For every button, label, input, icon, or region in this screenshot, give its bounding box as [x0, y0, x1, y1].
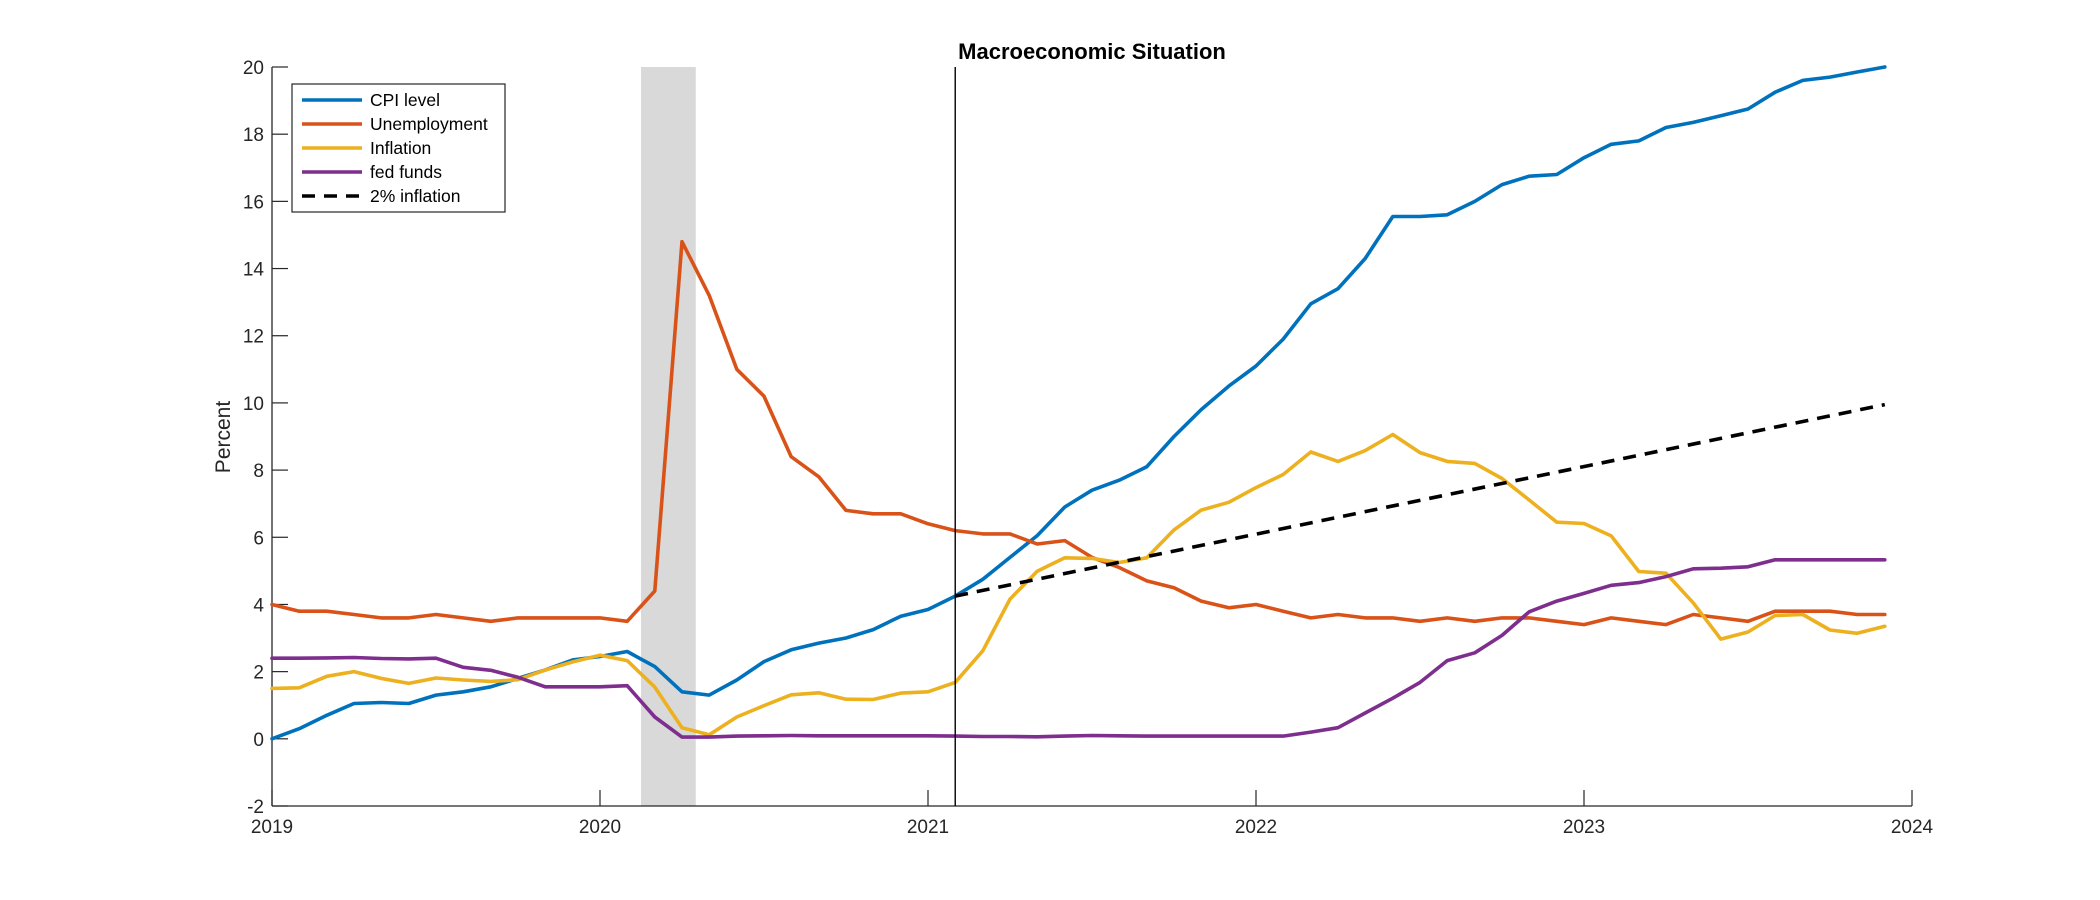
- x-tick-label: 2021: [907, 817, 949, 838]
- y-tick-label: 2: [253, 663, 264, 684]
- y-tick-label: 18: [243, 125, 264, 146]
- x-tick-label: 2022: [1235, 817, 1277, 838]
- series-line-unemployment: [270, 239, 1887, 627]
- axes: [271, 67, 1912, 807]
- series-line-cpi-level: [270, 65, 1887, 741]
- series-layer: [270, 65, 1887, 741]
- legend-label-inflation: Inflation: [370, 138, 431, 158]
- legend-label-fed-funds: fed funds: [370, 162, 442, 182]
- y-tick-label: 16: [243, 192, 264, 213]
- y-tick-label: 20: [243, 58, 264, 79]
- legend-label-unemployment: Unemployment: [370, 114, 488, 134]
- x-tick-label: 2019: [251, 817, 293, 838]
- legend: CPI level Unemployment Inflation fed funds 2…: [291, 83, 506, 213]
- series-line-inflation: [270, 432, 1887, 737]
- y-tick-label: 10: [243, 394, 264, 415]
- y-tick-label: -2: [247, 797, 264, 818]
- legend-label-cpi-level: CPI level: [370, 90, 440, 110]
- tick-layer: -2 0 2 4 6 8 10 12 14 16 18 20 2019 2020 2021 2022 2023 2…: [243, 58, 1934, 838]
- legend-label-2-inflation: 2% inflation: [370, 186, 460, 206]
- y-tick-label: 4: [253, 595, 264, 616]
- y-tick-label: 6: [253, 528, 264, 549]
- y-tick-label: 12: [243, 327, 264, 348]
- y-tick-label: 0: [253, 730, 264, 751]
- y-tick-label: 14: [243, 260, 265, 281]
- x-tick-label: 2024: [1891, 817, 1934, 838]
- x-tick-label: 2020: [579, 817, 621, 838]
- y-tick-label: 8: [253, 461, 264, 482]
- x-tick-label: 2023: [1563, 817, 1605, 838]
- y-axis-label: Percent: [212, 401, 235, 474]
- chart-title: Macroeconomic Situation: [958, 39, 1226, 64]
- series-line-fed-funds: [270, 557, 1887, 739]
- series-line-2-inflation: [954, 402, 1886, 598]
